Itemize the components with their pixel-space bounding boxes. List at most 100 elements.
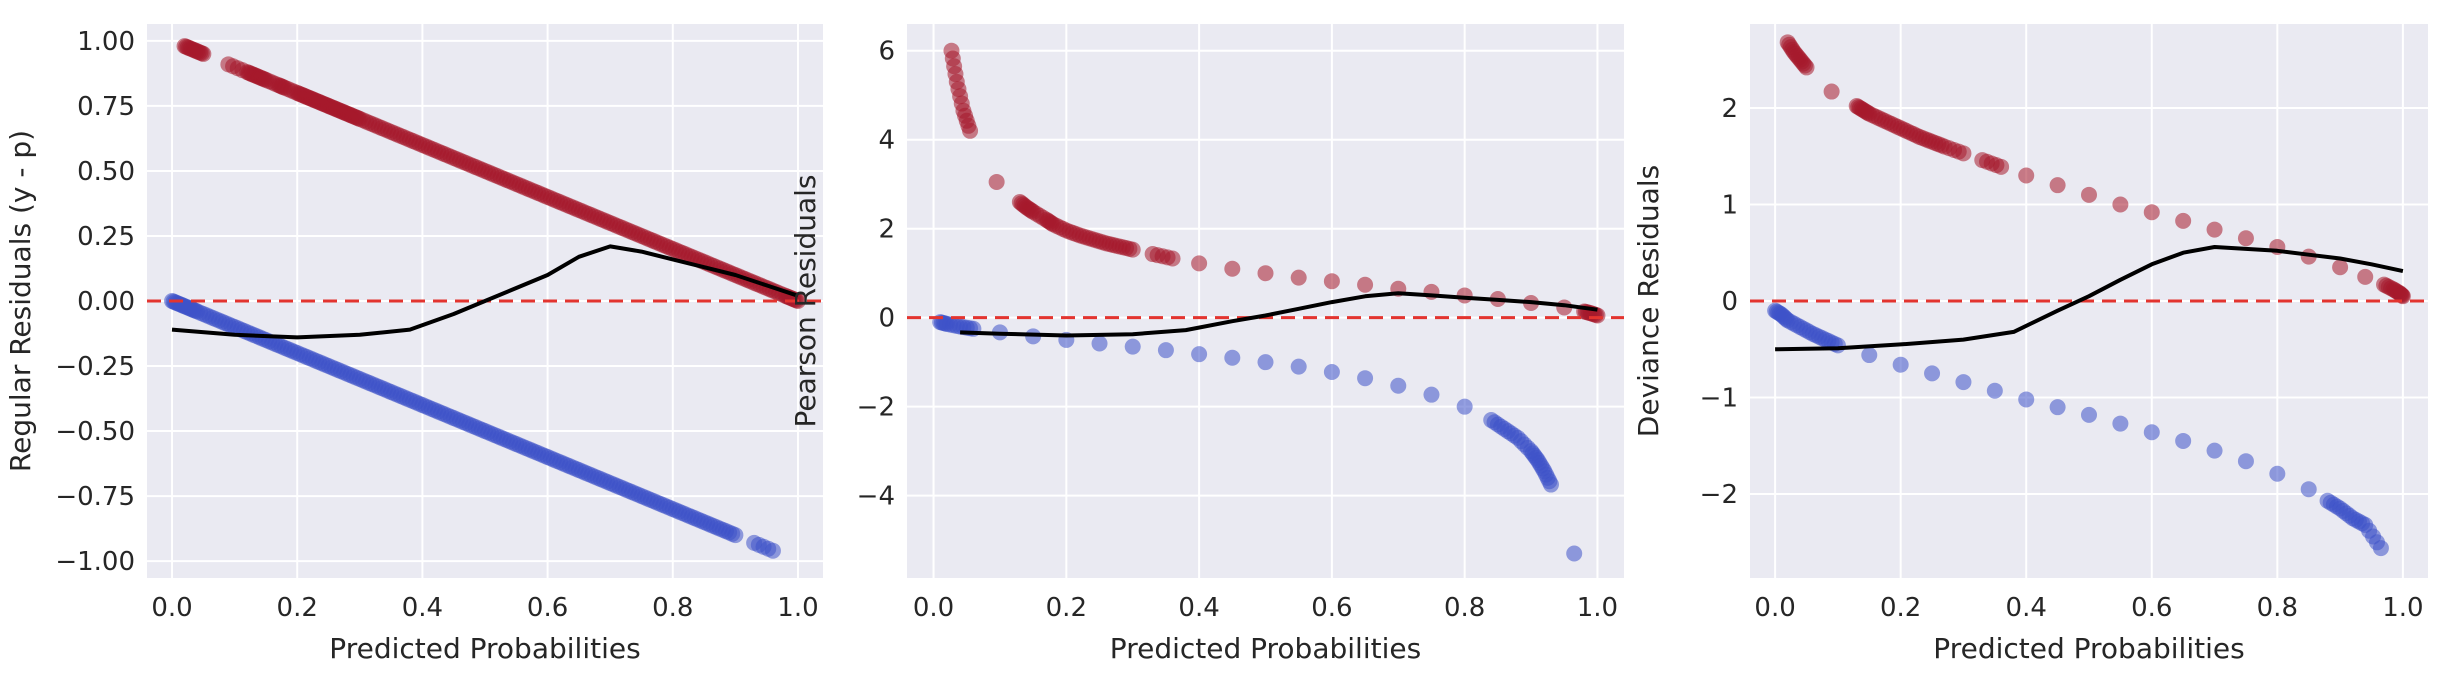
positive-residual-point: [1955, 145, 1972, 162]
positive-residual-point: [1798, 59, 1815, 76]
negative-residual-point: [1955, 374, 1972, 391]
positive-residual-point: [2332, 259, 2349, 276]
positive-residual-point: [1257, 265, 1274, 282]
y-tick-label: −1.00: [55, 547, 135, 577]
y-tick-label: 2: [1721, 94, 1738, 124]
deviance-residuals-panel: 0.0 0.2 0.4 0.6 0.8 1.0 −2 −1 0 1 2 Predicted Proba…: [1632, 24, 2428, 665]
x-tick-label: 0.6: [1311, 593, 1352, 623]
y-tick-label: 1.00: [77, 27, 135, 57]
negative-residual-point: [2372, 540, 2389, 557]
negative-residual-point: [1542, 476, 1559, 493]
positive-residual-point: [2018, 167, 2035, 184]
positive-residual-point: [1823, 83, 1840, 100]
negative-residual-point: [1091, 335, 1108, 352]
y-tick-label: −0.75: [55, 482, 135, 512]
y-tick-label: −2: [857, 393, 895, 423]
y-tick-label: 2: [878, 215, 895, 245]
negative-residual-point: [1892, 356, 1909, 373]
x-tick-label: 0.6: [527, 593, 568, 623]
positive-residual-point: [1124, 241, 1141, 258]
negative-residual-point: [1456, 398, 1473, 415]
positive-residual-point: [1191, 255, 1208, 272]
x-tick-label: 0.8: [1444, 593, 1485, 623]
positive-residual-point: [988, 173, 1005, 190]
negative-residual-point: [2269, 465, 2286, 482]
x-tick-label: 0.4: [402, 593, 443, 623]
y-tick-label: 1: [1721, 190, 1738, 220]
negative-residual-point: [2206, 442, 2223, 459]
negative-residual-point: [1566, 545, 1583, 562]
negative-residual-point: [1257, 354, 1274, 371]
negative-residual-point: [1290, 358, 1307, 375]
negative-residual-point: [1224, 349, 1241, 366]
x-tick-label: 0.8: [652, 593, 693, 623]
x-tick-label: 1.0: [777, 593, 818, 623]
y-tick-label: 0.25: [77, 222, 135, 252]
x-tick-label: 0.0: [151, 593, 192, 623]
positive-residual-point: [2357, 268, 2374, 285]
data-layer: [147, 38, 823, 559]
y-tick-label: −1: [1700, 384, 1738, 414]
negative-residual-point: [1323, 363, 1340, 380]
positive-residual-point: [2206, 221, 2223, 238]
x-tick-label: 0.6: [2131, 593, 2172, 623]
negative-residual-point: [2081, 406, 2097, 423]
y-axis-label: Pearson Residuals: [789, 175, 822, 428]
positive-residual-point: [1357, 276, 1374, 293]
x-tick-label: 0.0: [1754, 593, 1795, 623]
positive-residual-point: [2112, 196, 2129, 213]
y-tick-label: −4: [857, 482, 895, 512]
negative-residual-point: [727, 527, 744, 544]
y-tick-label: 4: [878, 126, 895, 156]
x-tick-label: 0.2: [1880, 593, 1921, 623]
positive-residual-point: [2237, 230, 2254, 247]
negative-residual-point: [1357, 370, 1374, 387]
y-tick-label: −0.50: [55, 417, 135, 447]
positive-residual-point: [2175, 212, 2192, 229]
positive-residual-point: [1589, 307, 1606, 324]
y-tick-label: 0: [1721, 287, 1738, 317]
x-tick-label: 0.4: [2006, 593, 2047, 623]
x-tick-label: 0.0: [913, 593, 954, 623]
x-axis-label: Predicted Probabilities: [1933, 632, 2244, 665]
negative-residual-point: [2049, 399, 2066, 416]
smoothed-trend-line: [960, 291, 1598, 338]
smoothed-trend-line: [1775, 245, 2404, 352]
data-layer: [907, 42, 1624, 562]
negative-residual-point: [2175, 432, 2192, 449]
negative-residual-point: [1157, 342, 1174, 359]
negative-residual-point: [1861, 347, 1878, 364]
x-tick-label: 0.2: [277, 593, 318, 623]
y-tick-label: −0.25: [55, 352, 135, 382]
x-tick-label: 1.0: [1577, 593, 1618, 623]
positive-residual-point: [2049, 177, 2066, 194]
regular-residuals-panel: 0.0 0.2 0.4 0.6 0.8 1.0 −1.00 −0.75 −0.50 −0.25 0.…: [4, 24, 823, 665]
y-tick-label: 6: [878, 37, 895, 67]
y-tick-label: −2: [1700, 480, 1738, 510]
negative-residual-point: [1124, 338, 1141, 355]
negative-residual-point: [2237, 453, 2254, 470]
positive-residual-point: [1164, 250, 1181, 267]
positive-residual-point: [2081, 186, 2097, 203]
positive-residual-point: [195, 45, 212, 62]
negative-residual-point: [1986, 382, 2003, 399]
positive-residual-point: [962, 122, 979, 139]
negative-residual-point: [1390, 377, 1407, 394]
y-tick-label: 0.00: [77, 287, 135, 317]
x-axis-label: Predicted Probabilities: [329, 632, 640, 665]
negative-residual-point: [764, 542, 781, 559]
negative-residual-point: [1924, 365, 1941, 382]
positive-residual-point: [1993, 158, 2010, 175]
y-tick-label: 0.75: [77, 92, 135, 122]
x-tick-label: 0.4: [1178, 593, 1219, 623]
negative-residual-point: [1191, 346, 1208, 363]
pearson-residuals-panel: 0.0 0.2 0.4 0.6 0.8 1.0 −4 −2 0 2 4 6 Predicted Prob…: [789, 24, 1624, 665]
positive-residual-point: [1323, 273, 1340, 290]
negative-residual-point: [2300, 481, 2317, 498]
x-axis-label: Predicted Probabilities: [1110, 632, 1421, 665]
data-layer: [1750, 34, 2428, 557]
y-tick-label: 0: [878, 304, 895, 334]
x-tick-label: 1.0: [2382, 593, 2423, 623]
positive-residual-point: [2143, 204, 2160, 221]
